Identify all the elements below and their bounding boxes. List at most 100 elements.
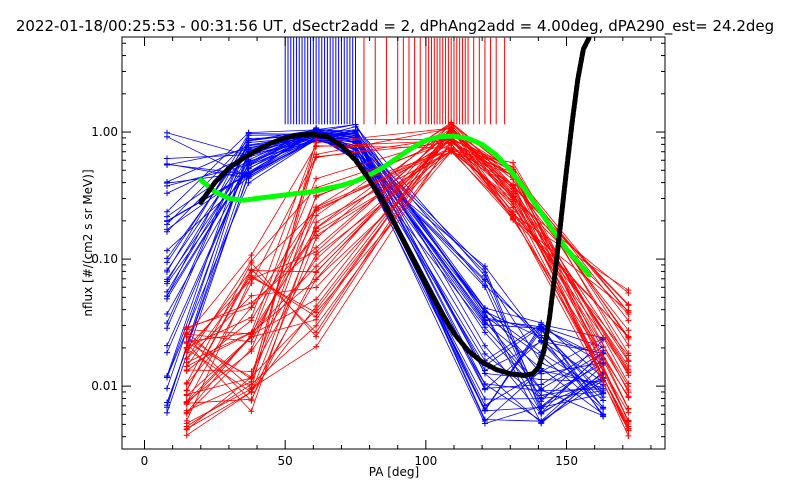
y-axis-label: nflux [#/(cm2 s sr MeV)] — [81, 169, 95, 316]
data-point-marker — [510, 181, 517, 188]
data-point-marker — [625, 417, 632, 424]
data-point-marker — [164, 218, 171, 225]
data-point-marker — [313, 276, 320, 283]
data-point-marker — [183, 345, 190, 352]
data-point-marker — [481, 263, 488, 270]
data-point-marker — [538, 370, 545, 377]
series-line — [186, 150, 629, 385]
series-line — [186, 143, 629, 425]
data-point-marker — [245, 172, 252, 179]
data-point-marker — [164, 409, 171, 416]
data-point-marker — [164, 276, 171, 283]
data-point-marker — [313, 153, 320, 160]
data-point-marker — [183, 425, 190, 432]
series-line — [186, 126, 629, 427]
data-point-marker — [183, 392, 190, 399]
data-point-marker — [481, 319, 488, 326]
data-point-marker — [164, 133, 171, 140]
data-point-marker — [625, 406, 632, 413]
data-point-marker — [164, 295, 171, 302]
y-tick-label: 1.00 — [91, 125, 118, 139]
series-line — [186, 141, 629, 410]
series-line — [186, 136, 629, 402]
data-point-marker — [481, 350, 488, 357]
data-point-marker — [600, 411, 607, 418]
data-point-marker — [313, 322, 320, 329]
data-point-marker — [164, 385, 171, 392]
data-point-marker — [313, 263, 320, 270]
data-point-marker — [625, 367, 632, 374]
data-point-marker — [538, 376, 545, 383]
data-point-marker — [625, 334, 632, 341]
data-point-marker — [164, 399, 171, 406]
data-point-marker — [183, 329, 190, 336]
data-point-marker — [448, 124, 455, 131]
series-line — [186, 150, 629, 413]
data-point-marker — [183, 399, 190, 406]
data-point-marker — [248, 389, 255, 396]
data-point-marker — [245, 142, 252, 149]
series-line — [186, 145, 629, 336]
data-point-marker — [538, 409, 545, 416]
data-point-marker — [183, 387, 190, 394]
data-point-marker — [248, 368, 255, 375]
data-point-marker — [481, 370, 488, 377]
data-point-marker — [248, 258, 255, 265]
data-point-marker — [248, 408, 255, 415]
data-point-marker — [625, 301, 632, 308]
data-point-marker — [248, 266, 255, 273]
data-point-marker — [248, 317, 255, 324]
axes: 0 50 100 150 0.01 0.10 1.00 — [91, 37, 665, 468]
series-line — [166, 128, 604, 400]
data-point-marker — [510, 198, 517, 205]
data-point-marker — [183, 339, 190, 346]
data-point-marker — [164, 190, 171, 197]
data-point-marker — [313, 329, 320, 336]
data-point-marker — [481, 407, 488, 414]
rug-ticks — [284, 37, 506, 125]
data-point-marker — [538, 419, 545, 426]
data-point-marker — [625, 350, 632, 357]
data-point-marker — [245, 129, 252, 136]
y-tick-label: 0.01 — [91, 379, 118, 393]
data-point-marker — [248, 304, 255, 311]
data-point-marker — [183, 432, 190, 439]
data-point-marker — [313, 206, 320, 213]
series-line — [186, 138, 629, 429]
series-line — [186, 127, 629, 391]
data-point-marker — [313, 296, 320, 303]
data-point-marker — [164, 374, 171, 381]
data-point-marker — [164, 325, 171, 332]
data-point-marker — [600, 404, 607, 411]
x-tick-label: 0 — [141, 454, 149, 468]
data-point-marker — [625, 342, 632, 349]
data-point-marker — [164, 320, 171, 327]
data-point-marker — [313, 313, 320, 320]
green-fit-curve — [198, 133, 592, 278]
chart-title: 2022-01-18/00:25:53 - 00:31:56 UT, dSect… — [16, 17, 774, 36]
data-point-marker — [625, 427, 632, 434]
black-fit-curve — [198, 37, 592, 378]
data-point-marker — [481, 381, 488, 388]
data-point-marker — [164, 160, 171, 167]
data-point-marker — [248, 346, 255, 353]
x-tick-label: 150 — [555, 454, 578, 468]
data-point-marker — [164, 342, 171, 349]
data-point-marker — [448, 147, 455, 154]
data-point-marker — [481, 314, 488, 321]
data-point-marker — [183, 363, 190, 370]
data-point-marker — [481, 396, 488, 403]
data-point-marker — [313, 284, 320, 291]
data-point-marker — [481, 416, 488, 423]
data-point-marker — [538, 319, 545, 326]
data-point-marker — [164, 288, 171, 295]
data-point-marker — [538, 398, 545, 405]
data-point-marker — [313, 194, 320, 201]
data-point-marker — [313, 268, 320, 275]
data-point-marker — [625, 290, 632, 297]
series-line — [186, 150, 629, 391]
data-point-marker — [164, 155, 171, 162]
fit-curves — [198, 37, 592, 378]
data-point-marker — [625, 309, 632, 316]
